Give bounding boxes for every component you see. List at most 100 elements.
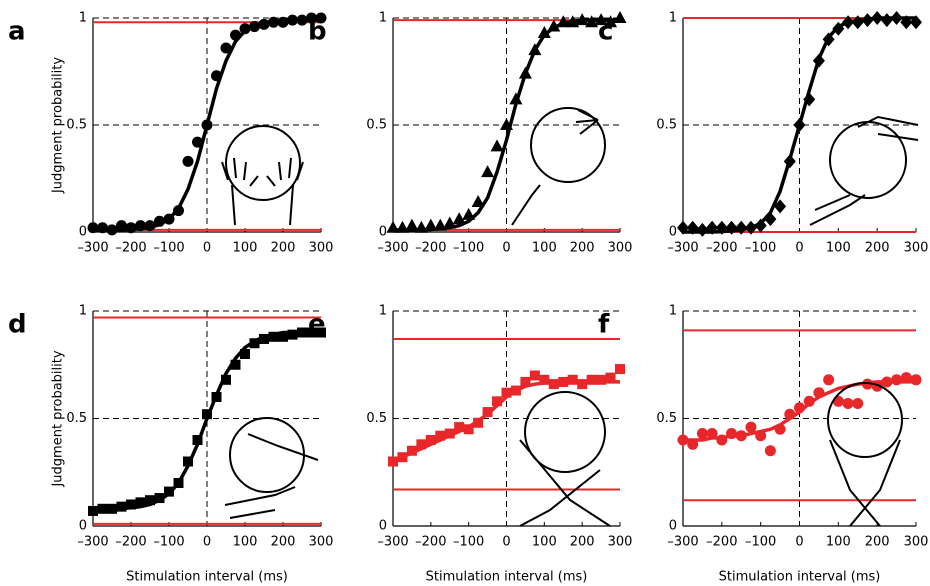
point — [880, 13, 893, 28]
y-tick-label: 1 — [669, 304, 677, 319]
fit-line — [683, 380, 916, 442]
fit-line — [392, 380, 620, 464]
panel-label: b — [308, 17, 327, 47]
hands-icon — [221, 157, 304, 226]
point — [696, 222, 709, 237]
hands-icon — [809, 115, 919, 226]
x-tick-label: 200 — [570, 241, 595, 256]
y-tick-label: 0.5 — [66, 411, 87, 426]
point — [182, 155, 194, 167]
icons — [221, 107, 919, 527]
x-tick-label: 0 — [203, 535, 211, 550]
x-tick-label: –300 — [377, 241, 408, 256]
ball-icon — [530, 107, 606, 183]
panel-label: d — [8, 310, 27, 340]
panel-label: a — [8, 17, 26, 47]
y-tick-label: 0 — [79, 225, 87, 240]
x-tick-label: –200 — [415, 241, 446, 256]
x-tick-label: –200 — [706, 241, 737, 256]
y-tick-label: 0 — [669, 519, 677, 534]
x-tick-label: 100 — [826, 535, 851, 550]
point — [852, 397, 864, 409]
ball-icon — [829, 121, 907, 199]
point — [435, 430, 446, 441]
hands-icon — [829, 439, 901, 527]
x-axis-label: Stimulation interval (ms) — [719, 570, 881, 585]
hands-icon — [519, 439, 611, 527]
point — [452, 212, 466, 225]
point — [596, 374, 607, 385]
hands-icon — [511, 109, 599, 226]
ball-icon — [524, 391, 606, 473]
x-tick-label: –200 — [115, 535, 146, 550]
y-tick-label: 0.5 — [366, 118, 387, 133]
point — [548, 379, 559, 390]
x-tick-label: 200 — [865, 241, 890, 256]
fit-line — [393, 18, 620, 232]
x-axis-label: Stimulation interval (ms) — [126, 570, 288, 585]
point — [492, 396, 503, 407]
point — [823, 374, 835, 386]
x-tick-label: 200 — [865, 535, 890, 550]
point — [268, 331, 279, 342]
x-tick-label: –100 — [453, 241, 484, 256]
point — [605, 372, 616, 383]
x-tick-label: 200 — [271, 535, 296, 550]
point — [444, 428, 455, 439]
x-tick-label: 200 — [271, 241, 296, 256]
ball-icon — [225, 125, 301, 201]
point — [126, 499, 136, 510]
y-tick-label: 1 — [379, 11, 387, 26]
y-tick-label: 0.5 — [656, 118, 677, 133]
x-tick-label: –100 — [153, 535, 184, 550]
y-tick-label: 0 — [379, 225, 387, 240]
point — [230, 359, 241, 370]
x-tick-label: 100 — [233, 241, 258, 256]
panel-label: f — [598, 310, 610, 340]
x-tick-label: 200 — [570, 535, 595, 550]
fit-line — [93, 18, 321, 232]
x-tick-label: 0 — [502, 535, 510, 550]
y-tick-label: 0 — [669, 225, 677, 240]
fit-line — [683, 16, 916, 234]
x-tick-label: 0 — [795, 241, 803, 256]
x-axis-label: Stimulation interval (ms) — [426, 570, 588, 585]
point — [135, 497, 146, 508]
x-tick-label: –300 — [377, 535, 408, 550]
x-tick-label: –300 — [667, 535, 698, 550]
x-tick-label: 0 — [203, 241, 211, 256]
y-tick-label: 0 — [379, 519, 387, 534]
point — [116, 501, 127, 512]
y-tick-label: 1 — [379, 304, 387, 319]
point — [473, 417, 484, 428]
point — [240, 349, 250, 359]
point — [259, 333, 269, 344]
x-tick-label: 300 — [904, 241, 929, 256]
y-tick-label: 1 — [669, 11, 677, 26]
point — [615, 364, 625, 375]
y-tick-label: 1 — [79, 304, 87, 319]
x-tick-label: –200 — [706, 535, 737, 550]
ball-icon — [827, 382, 903, 458]
x-tick-label: –100 — [453, 535, 484, 550]
point — [425, 435, 436, 445]
x-tick-label: –300 — [77, 241, 108, 256]
y-tick-label: 0.5 — [366, 411, 387, 426]
point — [696, 428, 708, 440]
x-tick-label: –100 — [745, 535, 776, 550]
point — [306, 327, 317, 338]
y-tick-label: 1 — [79, 11, 87, 26]
point — [586, 374, 597, 385]
point — [539, 374, 550, 385]
point — [501, 387, 512, 398]
point — [316, 327, 326, 338]
x-tick-label: 100 — [532, 535, 557, 550]
x-tick-label: 0 — [502, 241, 510, 256]
x-tick-label: –200 — [115, 241, 146, 256]
point — [537, 25, 551, 38]
point — [463, 424, 474, 435]
x-tick-label: –100 — [745, 241, 776, 256]
point — [145, 495, 155, 506]
x-tick-label: 300 — [309, 535, 334, 550]
x-tick-label: 300 — [608, 241, 633, 256]
